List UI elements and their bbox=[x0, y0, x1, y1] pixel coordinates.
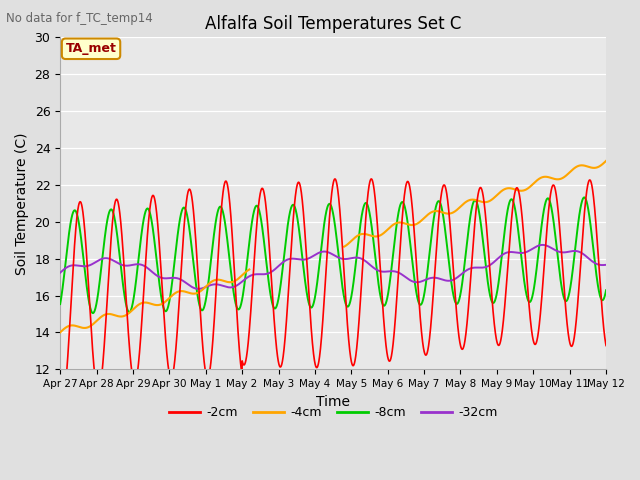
Legend: -2cm, -4cm, -8cm, -32cm: -2cm, -4cm, -8cm, -32cm bbox=[164, 401, 502, 424]
Text: TA_met: TA_met bbox=[66, 42, 116, 55]
Text: No data for f_TC_temp14: No data for f_TC_temp14 bbox=[6, 12, 153, 25]
Title: Alfalfa Soil Temperatures Set C: Alfalfa Soil Temperatures Set C bbox=[205, 15, 461, 33]
X-axis label: Time: Time bbox=[316, 395, 350, 408]
Y-axis label: Soil Temperature (C): Soil Temperature (C) bbox=[15, 132, 29, 275]
